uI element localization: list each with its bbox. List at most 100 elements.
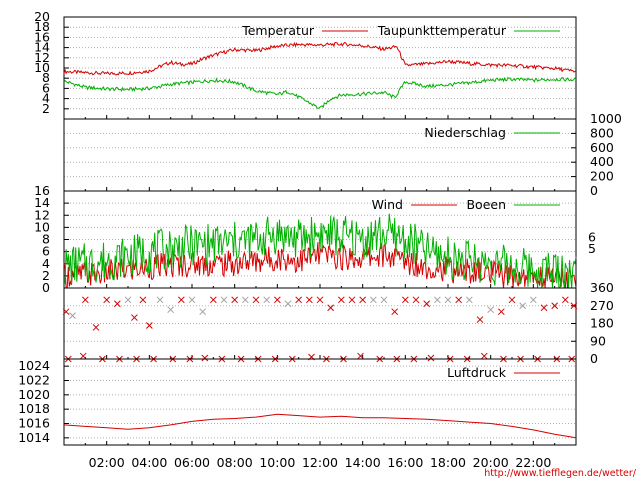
- wind-direction-point: [295, 296, 303, 304]
- wind-direction-point: [427, 354, 435, 362]
- x-tick-label: 06:00: [174, 455, 210, 470]
- wind-direction-point: [337, 296, 345, 304]
- wind-direction-point: [62, 308, 70, 316]
- wind-direction-point: [316, 296, 324, 304]
- wind-direction-point: [305, 296, 313, 304]
- wind-direction-point: [476, 316, 484, 323]
- pressure-legend-label: Luftdruck: [447, 365, 507, 380]
- wind-direction-y-tick-label: 360: [590, 280, 614, 295]
- pressure-series-line: [63, 413, 577, 439]
- wind-direction-point: [401, 296, 409, 304]
- precipitation-y-tick-label: 1000: [590, 111, 622, 126]
- wind-y-tick-label: 8: [42, 232, 50, 247]
- wind-y-tick-label: 16: [34, 183, 50, 198]
- wind-direction-point: [252, 296, 260, 304]
- precipitation-legend-label: Niederschlag: [424, 125, 506, 140]
- wind-direction-point: [551, 302, 559, 310]
- wind-direction-point: [433, 296, 441, 304]
- temperature-y-tick-label: 4: [42, 91, 50, 106]
- temperature-legend-label: Temperatur: [241, 23, 315, 38]
- x-tick-label: 14:00: [345, 455, 381, 470]
- x-tick-label: 20:00: [473, 455, 509, 470]
- wind-series-line: [63, 241, 577, 289]
- wind-direction-point: [561, 296, 569, 304]
- wind-direction-point: [241, 296, 249, 304]
- pressure-y-tick-label: 1016: [18, 416, 50, 431]
- wind-direction-point: [263, 296, 271, 304]
- x-tick-label: 04:00: [131, 455, 167, 470]
- wind-direction-point: [519, 302, 527, 310]
- wind-direction-point: [188, 296, 196, 304]
- wind-direction-panel: 0 90 180 270 360: [62, 280, 614, 366]
- wind-legend-label: Boeen: [466, 197, 506, 212]
- wind-direction-point: [124, 296, 132, 304]
- wind-direction-point: [480, 352, 488, 360]
- precipitation-y-tick-label: 200: [590, 169, 614, 184]
- wind-series-line: [63, 213, 577, 289]
- wind-direction-point: [508, 296, 516, 304]
- wind-direction-point: [156, 296, 164, 304]
- temperature-y-tick-label: 20: [34, 9, 50, 24]
- wind-direction-point: [455, 296, 463, 304]
- precipitation-y-tick-label: 400: [590, 154, 614, 169]
- wind-y-tick-label: 0: [42, 280, 50, 295]
- wind-direction-point: [81, 296, 89, 304]
- wind-y-tick-label: 12: [34, 207, 50, 222]
- wind-direction-point: [92, 324, 100, 331]
- x-tick-label: 16:00: [387, 455, 423, 470]
- precipitation-y-tick-label: 0: [590, 183, 598, 198]
- wind-direction-point: [131, 314, 138, 321]
- wind-direction-point: [412, 296, 420, 304]
- wind-direction-y-tick-label: 0: [590, 351, 598, 366]
- source-url[interactable]: http://www.tiefflegen.de/wetter/: [484, 468, 637, 479]
- wind-direction-point: [465, 296, 473, 304]
- wind-y-tick-label: 6: [42, 244, 50, 259]
- wind-direction-point: [497, 308, 505, 316]
- wind-direction-point: [231, 296, 239, 304]
- precipitation-y-tick-label: 600: [590, 140, 614, 155]
- wind-right-label: 6: [588, 230, 596, 245]
- x-tick-label: 18:00: [430, 455, 466, 470]
- pressure-y-tick-label: 1022: [18, 373, 50, 388]
- wind-right-label: 5: [588, 241, 596, 256]
- x-tick-label: 12:00: [302, 455, 338, 470]
- wind-direction-point: [103, 296, 111, 304]
- wind-direction-point: [540, 304, 548, 312]
- wind-direction-point: [357, 352, 364, 360]
- wind-direction-point: [570, 302, 578, 310]
- temperature-y-tick-label: 10: [34, 60, 50, 75]
- temperature-y-tick-label: 16: [34, 29, 50, 44]
- wind-direction-point: [220, 296, 228, 304]
- pressure-y-tick-label: 1014: [18, 430, 50, 445]
- pressure-y-tick-label: 1018: [18, 401, 50, 416]
- wind-direction-point: [209, 296, 217, 304]
- wind-direction-point: [145, 322, 153, 329]
- wind-direction-point: [369, 296, 377, 304]
- temperature-y-tick-label: 12: [34, 50, 50, 65]
- wind-direction-y-tick-label: 270: [590, 298, 614, 313]
- wind-direction-point: [487, 306, 495, 314]
- wind-direction-point: [199, 308, 207, 316]
- wind-direction-point: [139, 296, 147, 304]
- wind-direction-point: [444, 296, 452, 304]
- temperature-y-tick-label: 14: [34, 40, 50, 55]
- wind-direction-point: [167, 306, 175, 314]
- wind-direction-point: [327, 304, 335, 312]
- precipitation-y-tick-label: 800: [590, 125, 614, 140]
- wind-direction-point: [113, 300, 121, 308]
- temperature-y-tick-label: 8: [42, 70, 50, 85]
- wind-direction-y-tick-label: 90: [590, 333, 606, 348]
- wind-y-tick-label: 2: [42, 268, 50, 283]
- wind-direction-point: [391, 308, 399, 316]
- wind-y-tick-label: 10: [34, 219, 50, 234]
- temperature-y-tick-label: 2: [42, 101, 50, 116]
- wind-direction-point: [79, 352, 87, 360]
- wind-direction-point: [69, 312, 76, 319]
- wind-direction-point: [359, 296, 367, 304]
- wind-direction-point: [529, 296, 537, 304]
